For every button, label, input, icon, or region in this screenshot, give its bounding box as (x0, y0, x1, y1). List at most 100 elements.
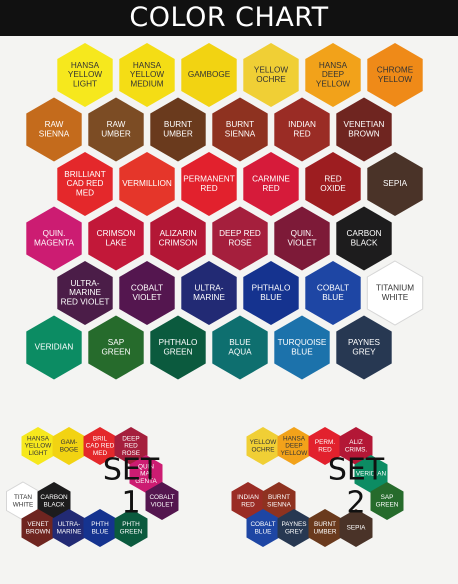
swatch-label-line: CAD RED (86, 443, 115, 450)
swatch-hexagon (243, 261, 299, 325)
swatch-label-line: ULTRA- (195, 284, 224, 293)
swatch-label-line: RAW (107, 120, 126, 129)
set1-swatch-gam-boge: GAM-BOGE (52, 427, 86, 465)
swatch-hexagon (119, 261, 175, 325)
swatch-label-line: LIGHT (73, 79, 97, 88)
swatch-hexagon (26, 97, 82, 162)
swatch-label-line: MA- (140, 471, 152, 478)
swatch-label-line: VERIDIAN (35, 343, 74, 352)
swatch-hexagon (150, 97, 206, 162)
swatch-label-line: CARBON (40, 494, 68, 501)
swatch-hexagon (83, 427, 117, 465)
swatch-label-line: INDIAN (288, 120, 316, 129)
swatch-label-line: BLACK (44, 501, 66, 508)
swatch-label-line: GAM- (61, 439, 78, 446)
swatch-hexagon (181, 261, 237, 325)
swatch-hexagon (308, 427, 342, 465)
swatch-label-line: RED (200, 184, 217, 193)
swatch-hexagon (26, 206, 82, 271)
swatch-label-line: MAGENTA (34, 238, 74, 247)
swatch-label-line: RAW (45, 120, 64, 129)
set2-swatch-sepia: SEPIA (339, 509, 373, 547)
swatch-hexagon (88, 206, 144, 271)
color-chart-grid: HANSAYELLOWLIGHTHANSAYELLOWMEDIUMGAMBOGE… (26, 43, 424, 380)
swatch-label-line: UMBER (163, 129, 193, 138)
swatch-label-line: SIENNA (39, 129, 70, 138)
swatch-label-line: CAD RED (67, 179, 104, 188)
swatch-label-line: CHROME (377, 66, 414, 75)
swatch-hexagon (336, 315, 392, 380)
swatch-label-line: RED (262, 184, 279, 193)
swatch-label-line: SEPIA (347, 525, 367, 532)
chart-swatch-vermillion: VERMILLION (119, 152, 175, 216)
swatch-label-line: CRIMSON (159, 238, 198, 247)
swatch-label-line: SAP (381, 494, 394, 501)
swatch-label-line: VIOLET (151, 501, 174, 508)
swatch-label-line: LIGHT (29, 450, 48, 457)
chart-swatch-gamboge: GAMBOGE (181, 43, 237, 107)
swatch-label-line: CARBON (346, 229, 381, 238)
swatch-label-line: YELLOW (25, 443, 53, 450)
swatch-label-line: AQUA (228, 347, 252, 356)
swatch-hexagon (231, 482, 265, 520)
swatch-label-line: INDIAN (237, 494, 259, 501)
swatch-label-line: DEEP (122, 435, 139, 442)
swatch-label-line: RED (318, 446, 332, 453)
swatch-label-line: GREEN (376, 501, 399, 508)
swatch-label-line: OCHRE (251, 446, 274, 453)
swatch-label-line: CRIMS. (345, 446, 368, 453)
swatch-label-line: MARINE (69, 288, 101, 297)
swatch-label-line: OXIDE (320, 184, 346, 193)
swatch-hexagon (370, 482, 404, 520)
swatch-label-line: PHTH (122, 521, 140, 528)
swatch-label-line: PAYNES (282, 521, 307, 528)
swatch-label-line: BOGE (60, 446, 78, 453)
swatch-hexagon (212, 97, 268, 162)
swatch-label-line: HANSA (71, 61, 100, 70)
swatch-hexagon (21, 427, 55, 465)
swatch-label-line: BURNT (268, 494, 290, 501)
set1-swatch-ultra-marine: ULTRA-MARINE (52, 509, 86, 547)
swatch-hexagon (243, 43, 299, 107)
swatch-hexagon (57, 43, 113, 107)
swatch-label-line: CRIMSON (97, 229, 136, 238)
swatch-label-line: BROWN (26, 528, 51, 535)
swatch-label-line: BLUE (255, 528, 272, 535)
chart-swatch-quin-violet: QUIN.VIOLET (274, 206, 330, 271)
swatch-label-line: ROSE (228, 238, 252, 247)
swatch-label-line: BLUE (291, 347, 313, 356)
swatch-label-line: GREY (285, 528, 304, 535)
chart-swatch-quin-magenta: QUIN.MAGENTA (26, 206, 82, 271)
swatch-label-line: RED (293, 129, 310, 138)
swatch-label-line: SEPIA (383, 179, 408, 188)
swatch-label-line: GAMBOGE (188, 70, 231, 79)
swatch-label-line: MED (76, 188, 94, 197)
swatch-hexagon (129, 455, 163, 493)
swatch-hexagon (277, 427, 311, 465)
swatch-label-line: YELLOW (281, 450, 309, 457)
swatch-hexagon (150, 206, 206, 271)
set-2-name: SET (328, 453, 385, 488)
swatch-label-line: SAP (108, 338, 125, 347)
swatch-label-line: ULTRA- (58, 521, 81, 528)
swatch-label-line: GREEN (163, 347, 192, 356)
swatch-label-line: VIOLET (287, 238, 316, 247)
